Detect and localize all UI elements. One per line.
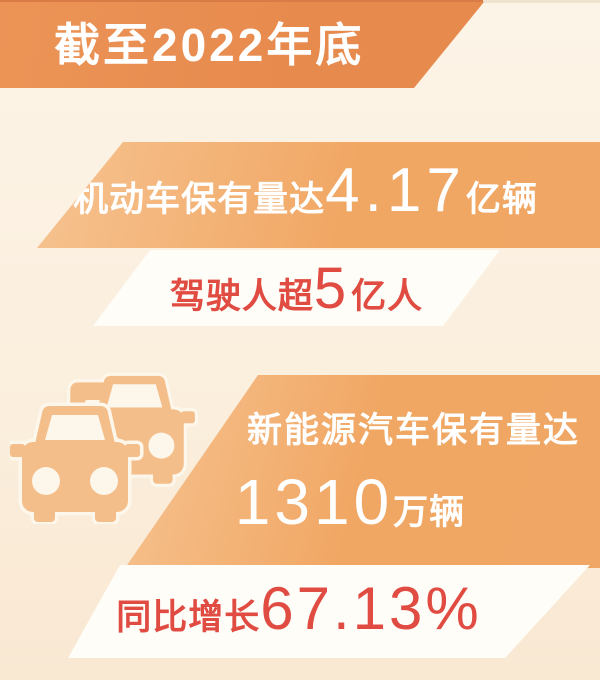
growth-label: 同比增长 <box>116 598 261 637</box>
nev-unit: 万辆 <box>393 493 466 532</box>
nev-label: 新能源汽车保有量达 <box>246 411 580 450</box>
motor-vehicles-unit: 亿辆 <box>465 180 538 219</box>
stat-band-motor-vehicles: 机动车保有量达 4.17 亿辆 <box>37 142 600 248</box>
motor-vehicles-label: 机动车保有量达 <box>73 180 326 219</box>
growth-value: 67.13% <box>260 575 482 642</box>
page-title: 截至2022年底 <box>54 19 365 71</box>
drivers-value: 5 <box>313 256 352 321</box>
front-car-icon <box>10 402 144 524</box>
cars-icon <box>10 372 199 524</box>
stat-band-drivers: 驾驶人超 5 亿人 <box>93 250 500 326</box>
nev-value: 1310 <box>234 466 394 538</box>
motor-vehicles-value: 4.17 <box>325 156 466 225</box>
drivers-unit: 亿人 <box>351 277 424 316</box>
drivers-label: 驾驶人超 <box>169 277 314 316</box>
stat-band-growth: 同比增长 67.13% <box>68 565 590 658</box>
top-border-strip <box>0 0 600 3</box>
nev-value-row: 1310 万辆 <box>210 470 490 534</box>
header-banner: 截至2022年底 <box>0 2 484 88</box>
